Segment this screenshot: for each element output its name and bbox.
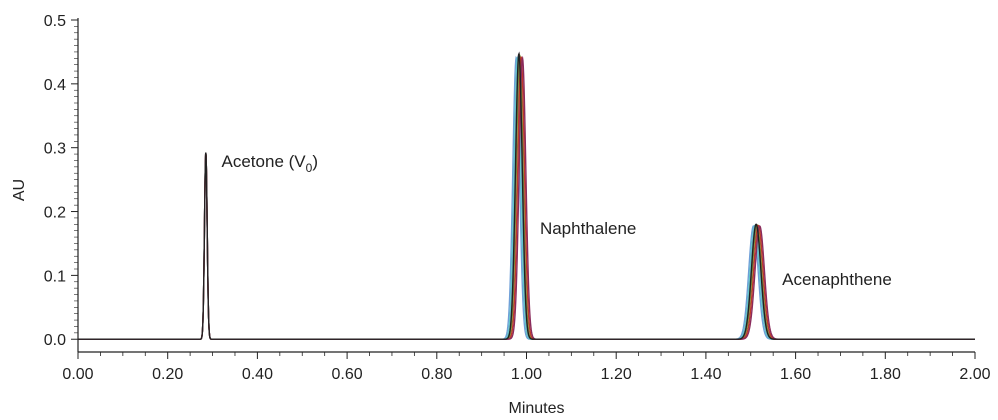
x-tick-label: 0.80 <box>421 366 452 383</box>
y-tick-label: 0.5 <box>44 13 66 30</box>
peak-label-text: Naphthalene <box>540 219 636 238</box>
x-tick-label: 0.60 <box>332 366 363 383</box>
peak-label: Acetone (V0) <box>222 152 318 175</box>
peak-label: Acenaphthene <box>782 270 892 289</box>
x-tick-label: 1.40 <box>690 366 721 383</box>
x-tick-label: 1.20 <box>601 366 632 383</box>
x-tick-label: 1.80 <box>870 366 901 383</box>
y-tick-label: 0.0 <box>44 332 66 349</box>
x-tick-label: 1.00 <box>511 366 542 383</box>
trace-7 <box>78 51 975 340</box>
peak-label-subscript: 0 <box>306 161 313 175</box>
y-axis-title: AU <box>11 179 28 201</box>
x-tick-label: 0.40 <box>242 366 273 383</box>
x-tick-label: 0.00 <box>62 366 93 383</box>
axes: 0.00 0.20 0.40 0.60 0.80 1.00 1.20 1.40 1.60 1.80… <box>44 13 991 383</box>
x-tick-label: 0.20 <box>152 366 183 383</box>
y-tick-label: 0.1 <box>44 268 66 285</box>
peak-label: Naphthalene <box>540 219 636 238</box>
y-tick-label: 0.2 <box>44 205 66 222</box>
peak-label-text: Acenaphthene <box>782 270 892 289</box>
peak-label-suffix: ) <box>312 152 318 171</box>
peak-annotations: Acetone (V0) Naphthalene Acenaphthene <box>222 152 892 289</box>
y-tick-label: 0.3 <box>44 141 66 158</box>
x-tick-label: 1.60 <box>780 366 811 383</box>
chromatogram-traces <box>78 51 975 340</box>
x-tick-label: 2.00 <box>959 366 990 383</box>
x-axis-title: Minutes <box>508 400 564 417</box>
peak-label-text: Acetone (V <box>222 152 307 171</box>
y-tick-label: 0.4 <box>44 77 66 94</box>
